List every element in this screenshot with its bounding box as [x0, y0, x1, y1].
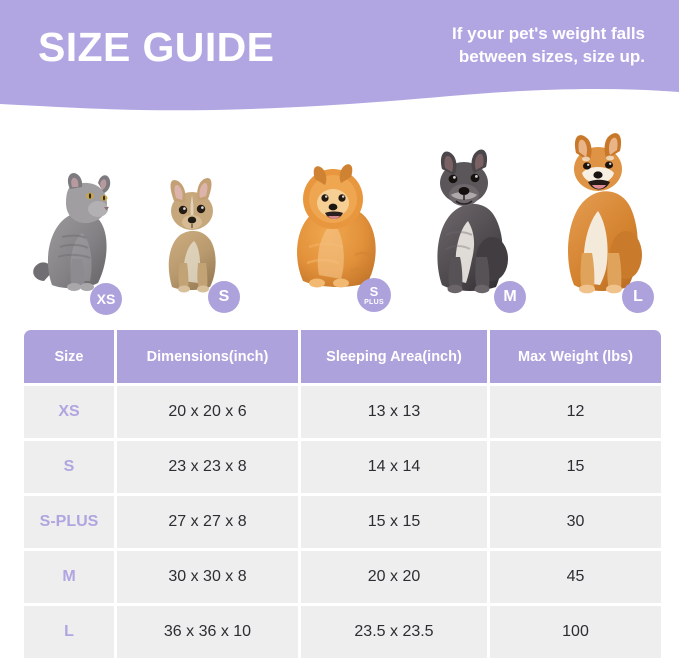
shiba-inu-image: [568, 133, 642, 294]
subtitle-line-1: If your pet's weight falls: [452, 24, 645, 44]
column-header-sleeping-area: Sleeping Area(inch): [301, 330, 487, 383]
cell-size: M: [24, 551, 114, 603]
animal-chihuahua-dog: [146, 171, 232, 295]
page-header: SIZE GUIDE If your pet's weight falls be…: [0, 0, 679, 118]
table-row: S 23 x 23 x 8 14 x 14 15: [24, 441, 661, 496]
cell-sleeping-area: 15 x 15: [301, 496, 487, 548]
size-badge-s-label: S: [218, 288, 230, 305]
cell-max-weight: 30: [490, 496, 661, 548]
cell-max-weight: 15: [490, 441, 661, 493]
cell-size: S-PLUS: [24, 496, 114, 548]
cell-size: XS: [24, 386, 114, 438]
size-table: Size Dimensions(inch) Sleeping Area(inch…: [24, 330, 661, 661]
column-header-size: Size: [24, 330, 114, 383]
animal-british-shorthair-cat: [28, 163, 120, 295]
cell-sleeping-area: 13 x 13: [301, 386, 487, 438]
cell-dimensions: 20 x 20 x 6: [117, 386, 298, 438]
size-badge-l: L: [622, 281, 654, 313]
cell-max-weight: 100: [490, 606, 661, 658]
table-row: XS 20 x 20 x 6 13 x 13 12: [24, 386, 661, 441]
size-badge-xs-label: XS: [96, 291, 116, 307]
animal-shiba-inu-dog: [548, 127, 652, 295]
header-subtitle: If your pet's weight falls between sizes…: [274, 23, 651, 77]
size-badge-l-label: L: [633, 288, 643, 305]
pomeranian-image: [297, 164, 376, 288]
cell-dimensions: 36 x 36 x 10: [117, 606, 298, 658]
cell-max-weight: 12: [490, 386, 661, 438]
chihuahua-image: [168, 177, 216, 293]
column-header-dimensions: Dimensions(inch): [117, 330, 298, 383]
column-header-max-weight: Max Weight (lbs): [490, 330, 661, 383]
table-row: L 36 x 36 x 10 23.5 x 23.5 100: [24, 606, 661, 661]
animal-pomeranian-dog: [285, 159, 391, 295]
size-badge-s-plus-sublabel: PLUS: [364, 298, 384, 306]
cell-max-weight: 45: [490, 551, 661, 603]
cell-sleeping-area: 20 x 20: [301, 551, 487, 603]
cell-dimensions: 30 x 30 x 8: [117, 551, 298, 603]
table-row: M 30 x 30 x 8 20 x 20 45: [24, 551, 661, 606]
cell-size: S: [24, 441, 114, 493]
header-wave-shape: [0, 0, 679, 111]
size-badge-xs: XS: [90, 283, 122, 315]
cell-dimensions: 23 x 23 x 8: [117, 441, 298, 493]
table-row: S-PLUS 27 x 27 x 8 15 x 15 30: [24, 496, 661, 551]
cell-size: L: [24, 606, 114, 658]
cell-sleeping-area: 23.5 x 23.5: [301, 606, 487, 658]
animal-french-bulldog: [418, 143, 518, 295]
size-badge-s-plus: S PLUS: [357, 278, 391, 312]
subtitle-line-2: between sizes, size up.: [458, 47, 645, 66]
table-body: XS 20 x 20 x 6 13 x 13 12 S 23 x 23 x 8 …: [24, 386, 661, 661]
cell-sleeping-area: 14 x 14: [301, 441, 487, 493]
cell-dimensions: 27 x 27 x 8: [117, 496, 298, 548]
size-badge-s: S: [208, 281, 240, 313]
table-header-row: Size Dimensions(inch) Sleeping Area(inch…: [24, 330, 661, 386]
animal-illustration-row: XS: [0, 118, 679, 323]
size-badge-m: M: [494, 281, 526, 313]
size-badge-s-plus-label: S: [369, 283, 379, 299]
size-badge-m-label: M: [503, 288, 517, 305]
page-title: SIZE GUIDE: [38, 23, 275, 70]
cat-image: [33, 173, 111, 291]
french-bulldog-image: [437, 149, 508, 294]
